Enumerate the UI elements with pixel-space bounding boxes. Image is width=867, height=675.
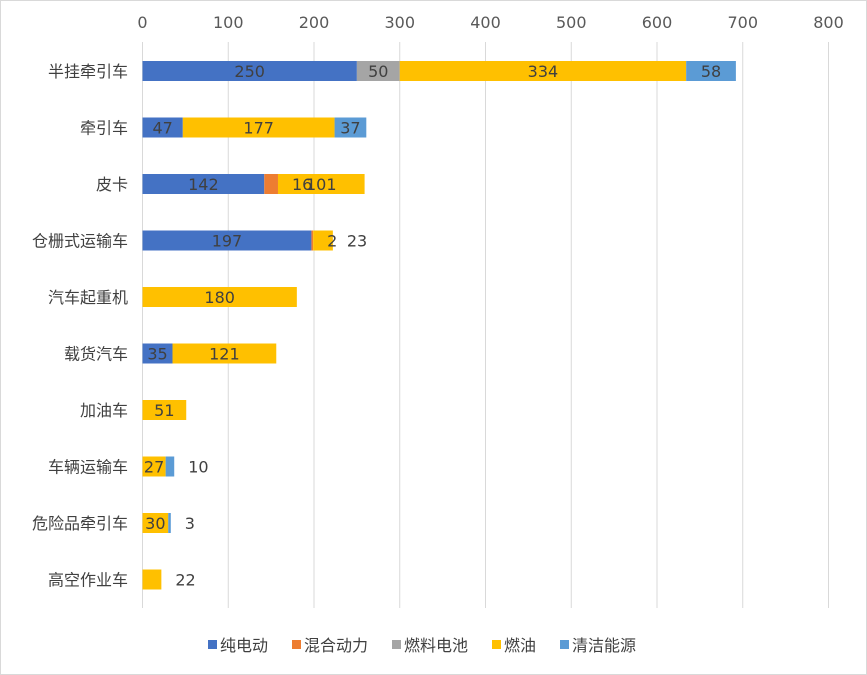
bar-segment	[142, 569, 162, 590]
x-tick-label: 700	[727, 13, 758, 32]
legend-swatch	[292, 640, 301, 649]
bar-segment	[142, 287, 297, 307]
data-label: 35	[147, 345, 167, 364]
x-tick-label: 400	[470, 13, 501, 32]
data-label: 180	[204, 288, 235, 307]
category-label: 高空作业车	[48, 571, 128, 590]
bar-segment	[142, 343, 173, 364]
data-label: 50	[368, 62, 388, 81]
legend: 纯电动 混合动力 燃料电池 燃油 清洁能源	[208, 636, 636, 655]
category-label: 皮卡	[96, 175, 128, 194]
legend-label: 混合动力	[304, 636, 368, 655]
data-label: 22	[175, 571, 195, 590]
data-label: 2	[327, 232, 337, 251]
data-label: 37	[340, 119, 360, 138]
bar-segment	[142, 513, 169, 533]
data-label: 177	[243, 119, 274, 138]
x-tick-label: 800	[813, 13, 844, 32]
category-label: 载货汽车	[64, 345, 128, 364]
data-label: 250	[234, 62, 265, 81]
x-tick-label: 0	[137, 13, 147, 32]
data-label: 47	[152, 119, 172, 138]
category-label: 半挂牵引车	[48, 62, 128, 81]
bar-segment	[182, 117, 335, 138]
data-label: 51	[154, 401, 174, 420]
data-label: 30	[145, 514, 165, 533]
category-label: 汽车起重机	[48, 288, 128, 307]
data-label: 3	[185, 514, 195, 533]
category-label: 仓栅式运输车	[32, 232, 128, 251]
bar-segment	[172, 343, 277, 364]
category-labels: 半挂牵引车牵引车皮卡仓栅式运输车汽车起重机载货汽车加油车车辆运输车危险品牵引车高…	[32, 62, 128, 590]
data-label: 16	[292, 175, 312, 194]
bar-segment	[142, 61, 357, 81]
legend-swatch	[208, 640, 217, 649]
data-label: 142	[188, 175, 219, 194]
bar-segment	[142, 117, 183, 138]
x-tick-label: 200	[299, 13, 330, 32]
data-label: 121	[209, 345, 240, 364]
bar-segment	[142, 230, 312, 251]
x-tick-label: 300	[384, 13, 415, 32]
x-axis-tick-labels: 0 100 200 300 400 500 600 700 800	[137, 13, 843, 32]
bar-segment	[142, 400, 187, 420]
legend-label: 清洁能源	[572, 636, 636, 655]
bar-segment	[399, 61, 687, 81]
legend-swatch	[392, 640, 401, 649]
category-label: 危险品牵引车	[32, 514, 128, 533]
bar-segment	[142, 456, 166, 477]
data-label: 10	[188, 458, 208, 477]
data-label: 334	[528, 62, 559, 81]
legend-label: 纯电动	[220, 636, 268, 655]
category-label: 加油车	[80, 401, 128, 420]
data-label: 23	[347, 232, 367, 251]
category-label: 车辆运输车	[48, 458, 128, 477]
x-tick-label: 100	[213, 13, 244, 32]
bar-segment	[142, 174, 265, 194]
data-label: 101	[306, 175, 337, 194]
legend-label: 燃油	[504, 636, 536, 655]
data-label: 197	[212, 232, 243, 251]
bar-segment	[334, 117, 367, 138]
legend-swatch	[560, 640, 569, 649]
bar-segment	[686, 61, 736, 81]
bars	[142, 61, 736, 590]
x-tick-label: 500	[556, 13, 587, 32]
legend-swatch	[492, 640, 501, 649]
data-label: 27	[144, 458, 164, 477]
bar-segment	[277, 174, 365, 194]
category-label: 牵引车	[80, 119, 128, 138]
bar-segment	[313, 230, 333, 251]
data-label: 58	[701, 62, 721, 81]
bar-segment	[168, 513, 171, 533]
bar-segment	[264, 174, 278, 194]
legend-label: 燃料电池	[404, 636, 468, 655]
bar-segment	[165, 456, 175, 477]
bar-segment	[311, 230, 314, 251]
x-tick-label: 600	[642, 13, 673, 32]
bar-segment	[356, 61, 400, 81]
